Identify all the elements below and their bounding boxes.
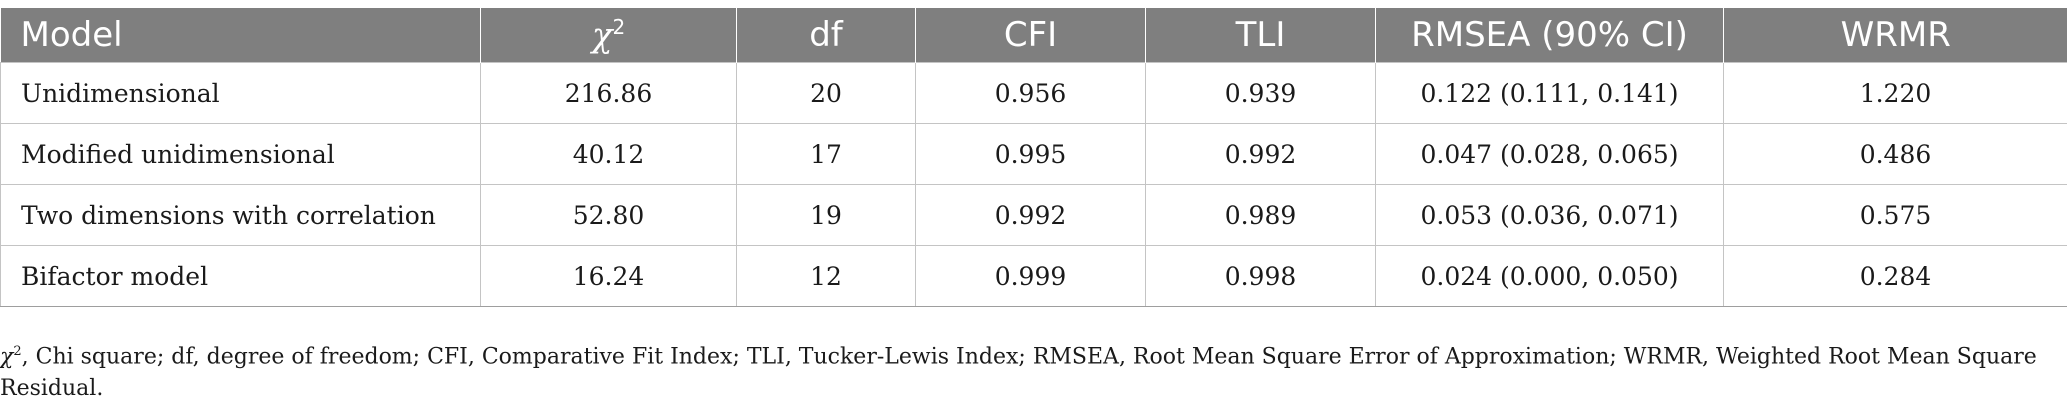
- cell-rmsea: 0.053 (0.036, 0.071): [1375, 184, 1724, 246]
- cell-tli: 0.998: [1145, 245, 1376, 307]
- header-chi-square: χ2: [480, 8, 737, 63]
- header-df: df: [736, 8, 916, 63]
- cell-rmsea: 0.047 (0.028, 0.065): [1375, 123, 1724, 185]
- cell-rmsea: 0.122 (0.111, 0.141): [1375, 62, 1724, 124]
- cell-rmsea: 0.024 (0.000, 0.050): [1375, 245, 1724, 307]
- cell-wrmr: 0.284: [1723, 245, 2067, 307]
- cell-model: Modified unidimensional: [0, 123, 481, 185]
- cell-cfi: 0.956: [915, 62, 1146, 124]
- cell-wrmr: 1.220: [1723, 62, 2067, 124]
- footnote-text: , Chi square; df, degree of freedom; CFI…: [0, 344, 2037, 402]
- cell-tli: 0.989: [1145, 184, 1376, 246]
- cell-cfi: 0.999: [915, 245, 1146, 307]
- cell-model: Two dimensions with correlation: [0, 184, 481, 246]
- header-cfi: CFI: [915, 8, 1146, 63]
- cell-model: Bifactor model: [0, 245, 481, 307]
- table-row: Bifactor model 16.24 12 0.999 0.998 0.02…: [0, 245, 2067, 307]
- cell-tli: 0.992: [1145, 123, 1376, 185]
- footnote-chi-symbol: χ: [0, 344, 14, 370]
- cell-wrmr: 0.486: [1723, 123, 2067, 185]
- cell-chi2: 40.12: [480, 123, 737, 185]
- footnote-chi-exponent: 2: [13, 344, 22, 359]
- cell-df: 17: [736, 123, 916, 185]
- table-row: Two dimensions with correlation 52.80 19…: [0, 184, 2067, 246]
- cell-cfi: 0.995: [915, 123, 1146, 185]
- header-wrmr: WRMR: [1723, 8, 2067, 63]
- cell-chi2: 52.80: [480, 184, 737, 246]
- cell-chi2: 216.86: [480, 62, 737, 124]
- table-row: Unidimensional 216.86 20 0.956 0.939 0.1…: [0, 62, 2067, 124]
- header-rmsea: RMSEA (90% CI): [1375, 8, 1724, 63]
- cell-df: 20: [736, 62, 916, 124]
- cell-model: Unidimensional: [0, 62, 481, 124]
- header-tli: TLI: [1145, 8, 1376, 63]
- cell-df: 12: [736, 245, 916, 307]
- table-footnote: χ2, Chi square; df, degree of freedom; C…: [0, 336, 2050, 405]
- fit-indices-table: Model χ2 df CFI TLI RMSEA (90% CI) WRMR …: [0, 8, 2067, 307]
- cell-tli: 0.939: [1145, 62, 1376, 124]
- header-model: Model: [0, 8, 481, 63]
- cell-chi2: 16.24: [480, 245, 737, 307]
- cell-cfi: 0.992: [915, 184, 1146, 246]
- chi-symbol: χ: [591, 15, 613, 56]
- fit-indices-table-container: Model χ2 df CFI TLI RMSEA (90% CI) WRMR …: [0, 8, 2067, 307]
- cell-df: 19: [736, 184, 916, 246]
- table-row: Modified unidimensional 40.12 17 0.995 0…: [0, 123, 2067, 185]
- table-header-row: Model χ2 df CFI TLI RMSEA (90% CI) WRMR: [0, 8, 2067, 63]
- cell-wrmr: 0.575: [1723, 184, 2067, 246]
- chi-exponent: 2: [612, 14, 626, 39]
